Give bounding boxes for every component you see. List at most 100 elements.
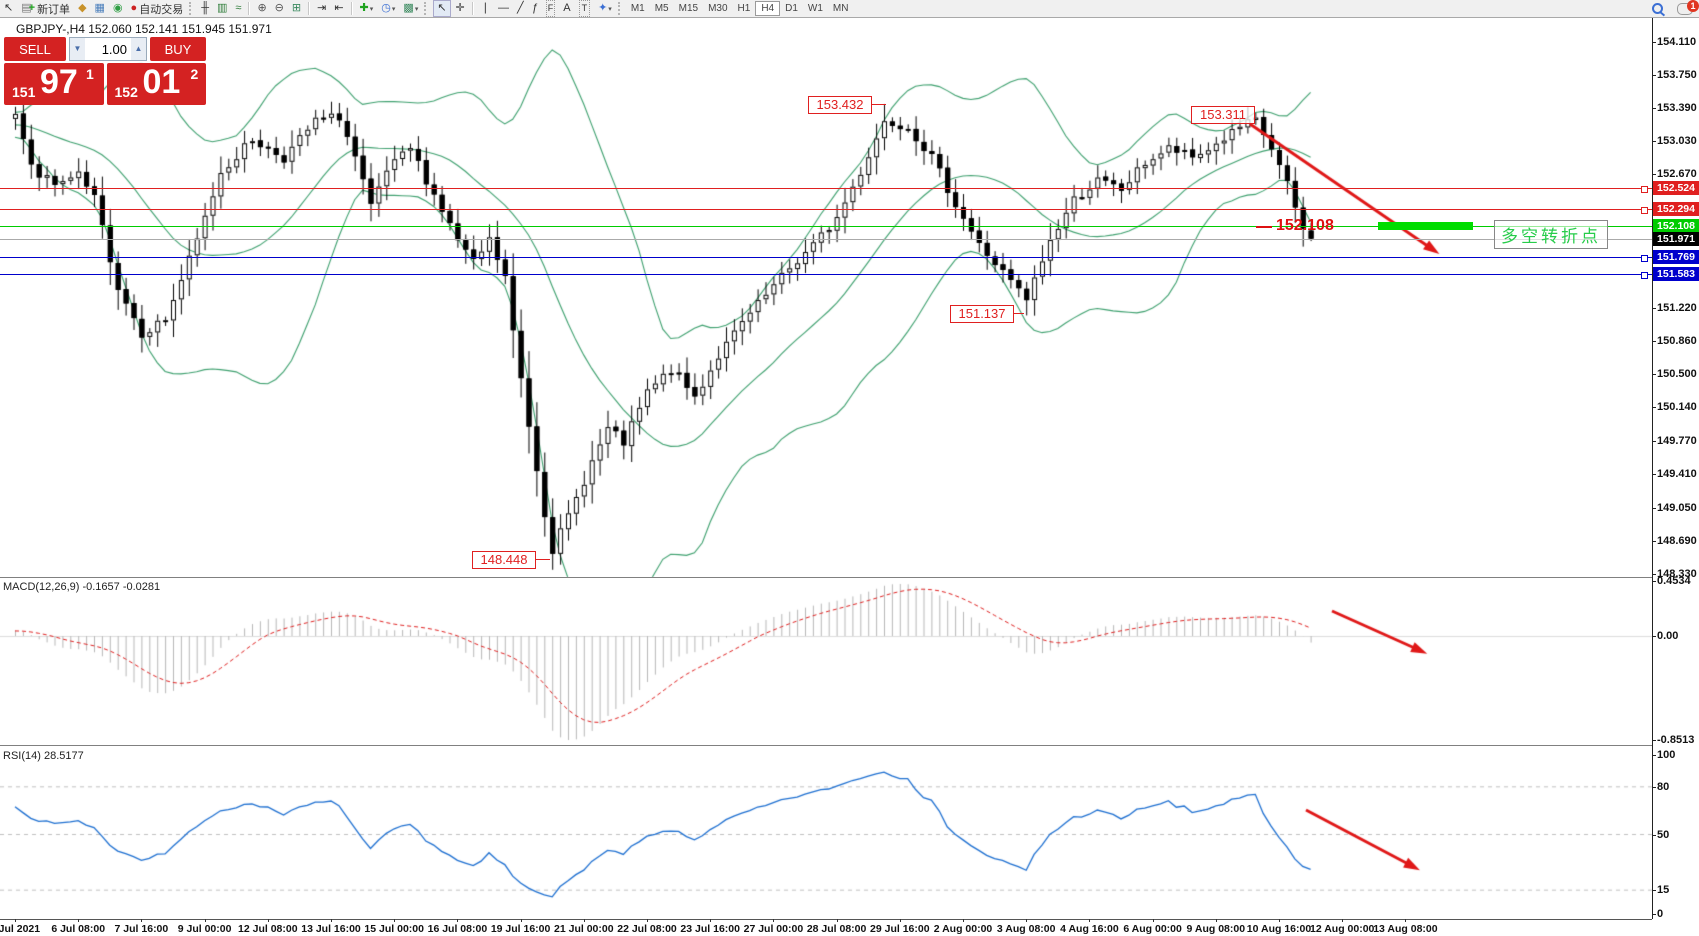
timeframe-d1[interactable]: D1 [785, 3, 798, 14]
level-line-152.294[interactable] [0, 208, 1652, 210]
swing-connector [871, 104, 886, 105]
chat-icon[interactable]: 1 [1677, 0, 1699, 15]
level-handle[interactable] [1641, 206, 1648, 214]
level-line-151.583[interactable] [0, 274, 1652, 276]
autotrading-icon: ● [130, 2, 138, 14]
text-tool-button[interactable]: A [560, 1, 573, 16]
pane-separator-macd[interactable] [0, 577, 1652, 578]
candlestick-button[interactable]: ▥ [214, 1, 230, 16]
label-tool-button[interactable]: T [576, 0, 594, 17]
price-tick-label: 153.390 [1657, 102, 1697, 115]
timeframe-w1[interactable]: W1 [807, 3, 823, 14]
caret-down-icon: ▾ [369, 5, 374, 13]
price-tick-label: 149.770 [1657, 435, 1697, 448]
price-tick [1652, 174, 1656, 176]
trendline-tool-button[interactable]: ╱ [514, 1, 527, 16]
bar-chart-button[interactable]: ╫ [198, 1, 212, 16]
rsi-tick [1652, 755, 1656, 756]
new-order-icon: ▤ [21, 2, 32, 14]
time-label: 29 Jul 16:00 [870, 923, 930, 935]
chart-shift-button[interactable]: ⇤ [331, 1, 346, 16]
chart-title: GBPJPY-,H4 152.060 152.141 151.945 151.9… [16, 22, 272, 36]
pivot-green-bar[interactable] [1378, 222, 1473, 230]
tile-windows-button[interactable]: ⊞ [289, 1, 304, 16]
timeframe-m15[interactable]: M15 [678, 3, 699, 14]
volume-decrease-button[interactable]: ▼ [70, 38, 85, 60]
zoom-out-icon: ⊖ [274, 2, 284, 14]
buy-price-display[interactable]: 152 01 2 [106, 63, 206, 105]
price-tick [1652, 374, 1656, 376]
price-axis-line [1652, 17, 1653, 919]
pivot-note[interactable]: 多空转折点 [1494, 220, 1608, 249]
time-tick [710, 919, 712, 922]
current-price-badge: 151.971 [1653, 231, 1699, 246]
timeframe-m30[interactable]: M30 [708, 3, 728, 14]
toolbar-grip [189, 2, 195, 15]
crosshair-tool-button[interactable]: ✛ [453, 1, 468, 16]
autotrading-button[interactable]: ● 自动交易 [128, 1, 187, 16]
time-tick [141, 919, 143, 922]
volume-increase-button[interactable]: ▲ [131, 38, 146, 60]
level-handle[interactable] [1641, 255, 1648, 263]
sell-price-display[interactable]: 151 97 1 [4, 63, 104, 105]
vline-tool-button[interactable]: ❘ [478, 1, 493, 16]
pane-separator-rsi[interactable] [0, 745, 1652, 746]
timeframe-h1[interactable]: H1 [737, 3, 751, 14]
cursor-mode-icon[interactable]: ↖ [1, 1, 16, 16]
level-badge-152.524: 152.524 [1653, 180, 1699, 195]
swing-label-153.432[interactable]: 153.432 [808, 96, 872, 114]
signal-button[interactable]: ◉ [110, 1, 126, 16]
add-indicator-button[interactable]: ✚ ▾ [357, 1, 377, 16]
buy-button[interactable]: BUY [150, 37, 206, 61]
price-tick-label: 149.050 [1657, 501, 1697, 514]
auto-scroll-button[interactable]: ⇥ [314, 1, 329, 16]
level-line-152.524[interactable] [0, 187, 1652, 189]
periods-button[interactable]: ◷ ▾ [378, 1, 398, 16]
market-watch-button[interactable]: ▦ [92, 1, 108, 16]
rsi-tick-label: 100 [1657, 749, 1676, 761]
pointer-tool-button[interactable]: ↖ [433, 0, 451, 17]
timeframe-m5[interactable]: M5 [654, 3, 669, 14]
rsi-tick-label: 15 [1657, 884, 1670, 897]
level-line-152.108[interactable] [0, 226, 1652, 228]
price-tick [1652, 573, 1656, 575]
price-tick [1652, 108, 1656, 110]
hline-tool-button[interactable]: ― [495, 1, 512, 16]
timeframe-h4[interactable]: H4 [755, 1, 781, 16]
timeframe-m1[interactable]: M1 [630, 3, 645, 14]
level-handle[interactable] [1641, 272, 1648, 280]
time-label: 2 Aug 00:00 [933, 923, 993, 935]
swing-label-153.311[interactable]: 153.311 [1191, 106, 1255, 124]
zoom-in-button[interactable]: ⊕ [254, 1, 269, 16]
channel-tool-button[interactable]: F [543, 0, 559, 17]
channel-icon: F [545, 0, 556, 17]
price-tick [1652, 141, 1656, 143]
search-icon[interactable] [1652, 3, 1663, 14]
template-icon: ▩ [403, 2, 414, 14]
line-chart-button[interactable]: ≈ [232, 1, 244, 16]
price-tick-label: 151.220 [1657, 301, 1697, 314]
templates-button[interactable]: ▩ ▾ [400, 1, 421, 16]
new-order-button[interactable]: ▤ + 新订单 [18, 1, 73, 16]
level-handle[interactable] [1641, 185, 1648, 193]
time-label: 13 Aug 08:00 [1373, 923, 1438, 935]
time-tick [331, 919, 332, 922]
time-tick [1026, 919, 1028, 922]
volume-input[interactable] [85, 38, 131, 60]
timeframe-mn[interactable]: MN [832, 3, 849, 14]
sell-button[interactable]: SELL [4, 37, 66, 61]
time-label: 12 Jul 08:00 [238, 923, 298, 935]
fibonacci-tool-button[interactable]: ƒ [529, 1, 541, 16]
time-label: 3 Aug 08:00 [996, 923, 1056, 935]
price-tick [1652, 340, 1656, 342]
swing-label-151.137[interactable]: 151.137 [950, 305, 1014, 323]
price-callout-152108[interactable]: 152.108 [1276, 217, 1334, 234]
shapes-tool-button[interactable]: ✦ ▾ [595, 1, 615, 16]
zoom-out-button[interactable]: ⊖ [272, 1, 287, 16]
crosshair-icon: ✛ [455, 2, 465, 14]
level-line-151.769[interactable] [0, 257, 1652, 259]
swing-label-148.448[interactable]: 148.448 [472, 551, 536, 569]
plus-icon: + [28, 2, 36, 14]
package-button[interactable]: ◆ [75, 1, 89, 16]
